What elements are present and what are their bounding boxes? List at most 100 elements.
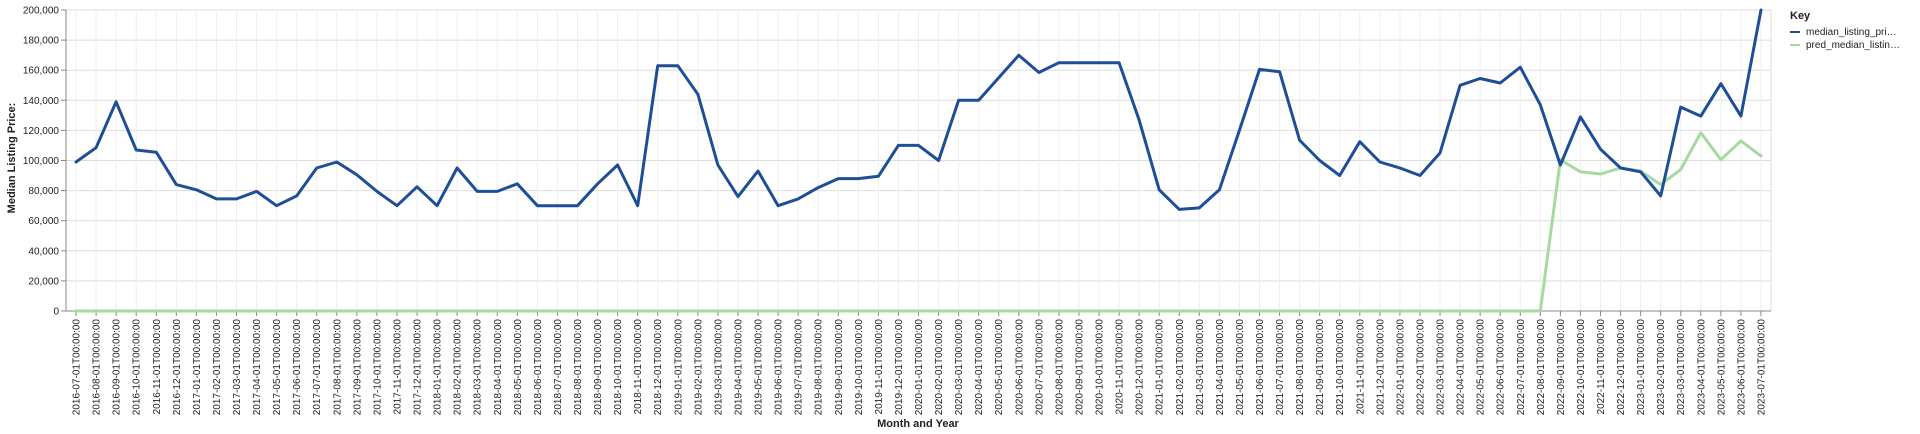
x-tick-label: 2019-04-01T00:00:00 [733,319,744,416]
x-tick-label: 2019-01-01T00:00:00 [673,319,684,416]
x-tick-label: 2019-12-01T00:00:00 [894,319,905,416]
x-tick-label: 2023-06-01T00:00:00 [1736,319,1747,416]
series-line-1 [74,131,1763,313]
x-tick-label: 2018-09-01T00:00:00 [593,319,604,416]
x-tick-label: 2019-08-01T00:00:00 [814,319,825,416]
x-tick-label: 2018-02-01T00:00:00 [453,319,464,416]
x-tick-label: 2017-09-01T00:00:00 [352,319,363,416]
x-tick-label: 2020-06-01T00:00:00 [1014,319,1025,416]
x-tick-label: 2017-08-01T00:00:00 [332,319,343,416]
x-tick-label: 2019-03-01T00:00:00 [713,319,724,416]
x-tick-label: 2016-09-01T00:00:00 [112,319,123,416]
x-tick-label: 2017-03-01T00:00:00 [232,319,243,416]
x-tick-label: 2017-06-01T00:00:00 [292,319,303,416]
x-tick-label: 2019-07-01T00:00:00 [794,319,805,416]
x-tick-label: 2022-09-01T00:00:00 [1556,319,1567,416]
x-tick-label: 2020-02-01T00:00:00 [934,319,945,416]
x-tick-label: 2022-04-01T00:00:00 [1456,319,1467,416]
x-tick-label: 2018-01-01T00:00:00 [433,319,444,416]
x-tick-label: 2020-10-01T00:00:00 [1095,319,1106,416]
y-tick-label: 120,000 [23,126,60,137]
y-tick-label: 160,000 [23,66,60,77]
x-tick-label: 2018-07-01T00:00:00 [553,319,564,416]
x-tick-label: 2020-12-01T00:00:00 [1135,319,1146,416]
x-tick-label: 2021-05-01T00:00:00 [1235,319,1246,416]
x-tick-label: 2022-11-01T00:00:00 [1596,319,1607,415]
x-tick-label: 2018-06-01T00:00:00 [533,319,544,416]
x-tick-label: 2023-04-01T00:00:00 [1696,319,1707,416]
x-tick-label: 2022-08-01T00:00:00 [1536,319,1547,416]
legend-label-pred: pred_median_listin… [1806,40,1900,51]
x-tick-label: 2017-04-01T00:00:00 [252,319,263,416]
series-line-0 [74,8,1763,211]
y-tick-label: 200,000 [23,6,60,17]
x-tick-label: 2016-07-01T00:00:00 [72,319,83,416]
x-tick-label: 2019-02-01T00:00:00 [693,319,704,416]
x-tick-label: 2021-11-01T00:00:00 [1355,319,1366,415]
x-tick-label: 2021-08-01T00:00:00 [1295,319,1306,416]
x-tick-label: 2017-07-01T00:00:00 [312,319,323,416]
y-tick-label: 40,000 [28,246,59,257]
x-tick-label: 2021-10-01T00:00:00 [1335,319,1346,416]
x-tick-label: 2017-11-01T00:00:00 [392,319,403,415]
x-tick-label: 2022-01-01T00:00:00 [1395,319,1406,416]
x-tick-label: 2019-09-01T00:00:00 [834,319,845,416]
x-tick-label: 2018-05-01T00:00:00 [513,319,524,416]
y-tick-label: 180,000 [23,36,60,47]
x-tick-label: 2022-10-01T00:00:00 [1576,319,1587,416]
x-tick-label: 2018-10-01T00:00:00 [613,319,624,416]
y-tick-label: 60,000 [28,216,59,227]
x-tick-label: 2020-05-01T00:00:00 [994,319,1005,416]
x-tick-label: 2020-07-01T00:00:00 [1034,319,1045,416]
x-tick-label: 2021-02-01T00:00:00 [1175,319,1186,416]
axis-labels: 0 20,000 40,000 60,000 80,000 100,000 120,000 1… [23,6,1768,416]
y-tick-label: 0 [53,307,59,318]
y-tick-label: 80,000 [28,186,59,197]
x-tick-label: 2021-07-01T00:00:00 [1275,319,1286,416]
x-tick-label: 2021-12-01T00:00:00 [1375,319,1386,416]
x-tick-label: 2020-04-01T00:00:00 [974,319,985,416]
x-tick-label: 2020-09-01T00:00:00 [1074,319,1085,416]
x-tick-label: 2018-12-01T00:00:00 [653,319,664,416]
x-tick-label: 2022-05-01T00:00:00 [1476,319,1487,416]
x-tick-label: 2023-07-01T00:00:00 [1756,319,1767,416]
x-tick-label: 2016-10-01T00:00:00 [132,319,143,416]
x-tick-label: 2022-06-01T00:00:00 [1496,319,1507,416]
x-tick-label: 2017-10-01T00:00:00 [372,319,383,416]
x-tick-label: 2021-03-01T00:00:00 [1195,319,1206,416]
y-tick-label: 20,000 [28,276,59,287]
x-tick-label: 2021-06-01T00:00:00 [1255,319,1266,416]
x-tick-label: 2020-11-01T00:00:00 [1115,319,1126,415]
y-tick-label: 100,000 [23,156,60,167]
axes [61,9,1771,316]
x-tick-label: 2019-10-01T00:00:00 [854,319,865,416]
x-tick-label: 2017-12-01T00:00:00 [413,319,424,416]
x-tick-label: 2016-11-01T00:00:00 [152,319,163,415]
x-tick-label: 2019-11-01T00:00:00 [874,319,885,415]
x-tick-label: 2023-02-01T00:00:00 [1656,319,1667,416]
x-tick-label: 2021-09-01T00:00:00 [1315,319,1326,416]
x-tick-label: 2023-03-01T00:00:00 [1676,319,1687,416]
x-tick-label: 2018-11-01T00:00:00 [633,319,644,415]
x-tick-label: 2022-07-01T00:00:00 [1516,319,1527,416]
x-tick-label: 2018-04-01T00:00:00 [493,319,504,416]
x-tick-label: 2020-01-01T00:00:00 [914,319,925,416]
gridlines [66,9,1772,312]
x-tick-label: 2016-08-01T00:00:00 [92,319,103,416]
y-tick-label: 140,000 [23,96,60,107]
x-axis-title: Month and Year [877,418,959,430]
legend-label-median: median_listing_pri… [1806,27,1897,38]
x-tick-label: 2022-12-01T00:00:00 [1616,319,1627,416]
x-tick-label: 2023-01-01T00:00:00 [1636,319,1647,416]
x-tick-label: 2017-05-01T00:00:00 [272,319,283,416]
x-tick-label: 2018-08-01T00:00:00 [573,319,584,416]
y-axis-title: Median Listing Price: [6,103,18,214]
x-tick-label: 2018-03-01T00:00:00 [473,319,484,416]
x-tick-label: 2019-05-01T00:00:00 [754,319,765,416]
x-tick-label: 2021-04-01T00:00:00 [1215,319,1226,416]
legend-title: Key [1790,10,1811,22]
x-tick-label: 2021-01-01T00:00:00 [1155,319,1166,416]
x-tick-label: 2020-03-01T00:00:00 [954,319,965,416]
x-tick-label: 2022-02-01T00:00:00 [1415,319,1426,416]
